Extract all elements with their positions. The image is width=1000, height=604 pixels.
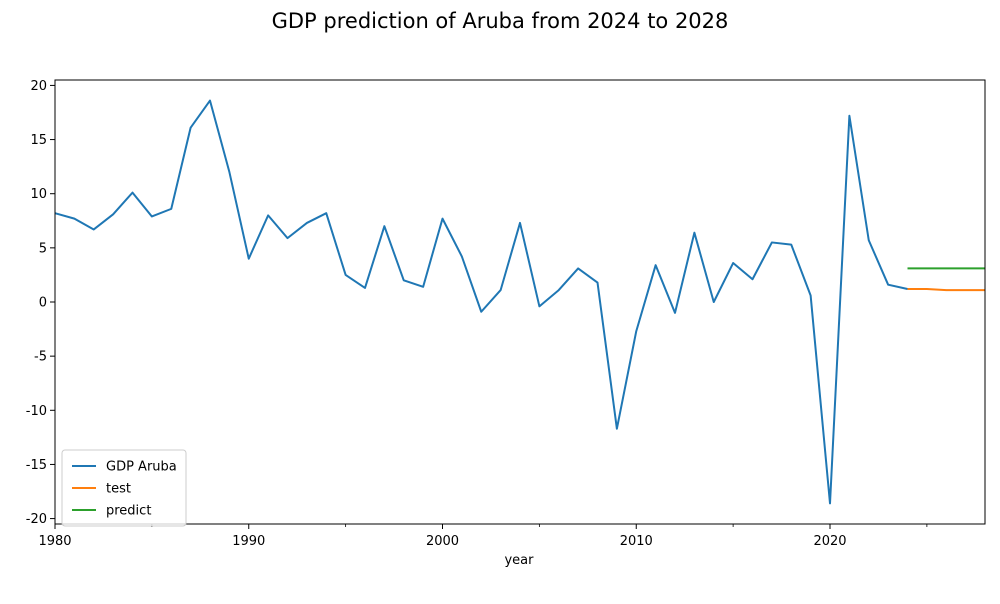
series-line xyxy=(55,101,908,504)
x-tick-label: 2020 xyxy=(813,534,846,549)
series-test xyxy=(907,289,985,290)
legend-label: test xyxy=(106,482,131,497)
y-tick-label: 0 xyxy=(39,296,47,311)
series-layer xyxy=(55,101,985,504)
chart-title: GDP prediction of Aruba from 2024 to 202… xyxy=(272,9,729,33)
x-tick-label: 1980 xyxy=(38,534,71,549)
y-tick-label: 15 xyxy=(30,133,47,148)
x-tick-label: 2000 xyxy=(426,534,459,549)
y-axis: -20 -15 -10 -5 0 5 10 15 20 xyxy=(26,79,55,527)
x-tick-label: 2010 xyxy=(620,534,653,549)
legend-label: GDP Aruba xyxy=(106,460,177,475)
x-tick-label: 1990 xyxy=(232,534,265,549)
y-tick-label: 20 xyxy=(30,79,47,94)
plot-frame xyxy=(55,80,985,524)
legend: GDP Aruba test predict xyxy=(62,450,186,526)
series-line xyxy=(908,289,986,290)
x-axis-label: year xyxy=(504,553,534,568)
y-tick-label: -10 xyxy=(26,404,47,419)
legend-label: predict xyxy=(106,504,151,519)
y-tick-label: 10 xyxy=(30,187,47,202)
x-axis: 1980 1990 2000 2010 2020 xyxy=(38,524,926,549)
series-gdp-aruba xyxy=(55,101,908,504)
y-tick-label: -5 xyxy=(34,350,47,365)
y-tick-label: -20 xyxy=(26,512,47,527)
y-tick-label: -15 xyxy=(26,458,47,473)
y-tick-label: 5 xyxy=(39,241,47,256)
